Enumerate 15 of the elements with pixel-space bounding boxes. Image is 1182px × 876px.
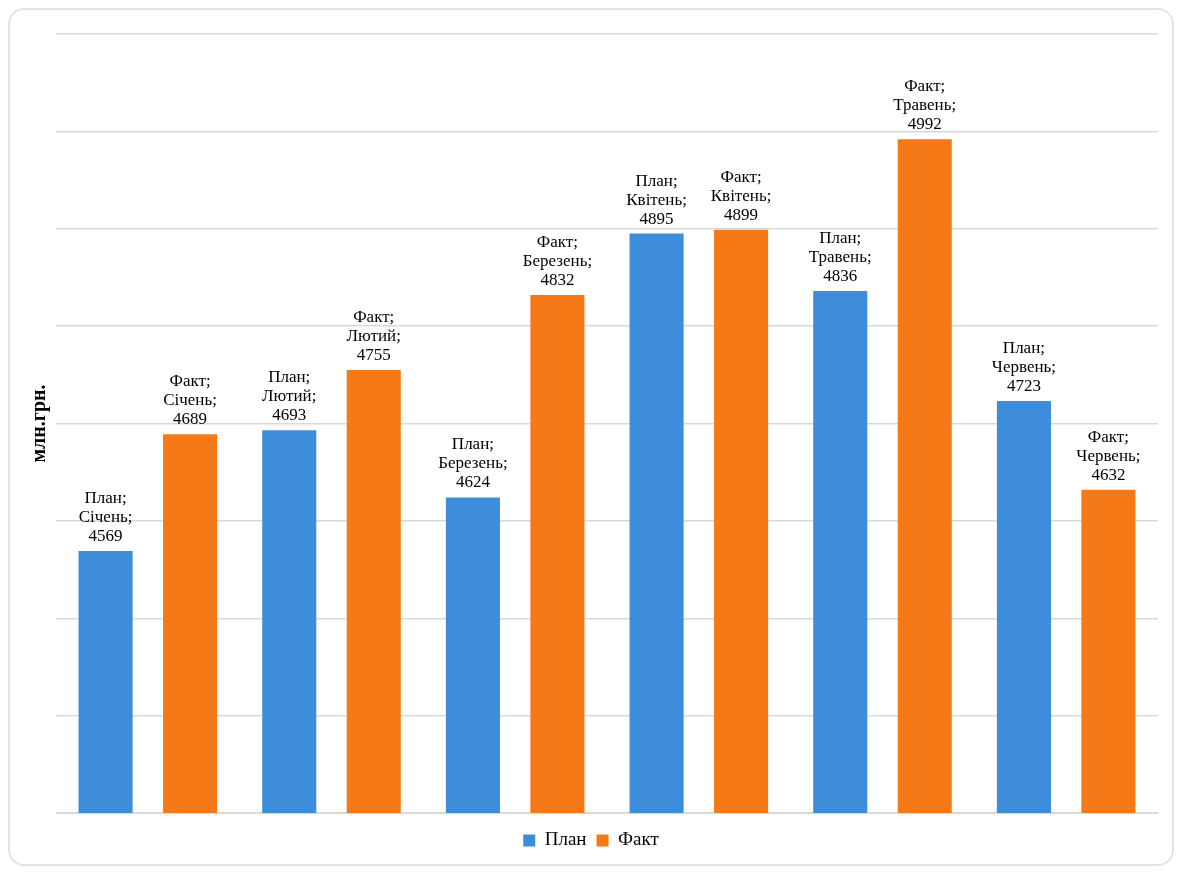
data-label: Факт; Лютий; 4755 <box>346 306 401 364</box>
data-label: Факт; Березень; 4832 <box>522 231 593 289</box>
legend-label: Факт <box>618 828 660 850</box>
data-label: Факт; Січень; 4689 <box>163 371 217 429</box>
data-label: Факт; Квітень; 4899 <box>710 166 772 224</box>
legend-label: План <box>544 828 587 850</box>
data-label: Факт; Червень; 4632 <box>1076 426 1141 484</box>
data-label: План; Січень; 4569 <box>78 488 133 546</box>
data-label: Факт; Травень; 4992 <box>893 76 957 134</box>
data-label: План; Березень; 4624 <box>438 434 508 492</box>
data-label: План; Лютий; 4693 <box>262 367 317 425</box>
data-label: План; Квітень; 4895 <box>626 170 687 228</box>
data-label: План; Травень; 4836 <box>808 228 872 286</box>
y-axis-title: млн.грн. <box>27 384 51 463</box>
data-label: План; Червень; 4723 <box>991 338 1056 396</box>
